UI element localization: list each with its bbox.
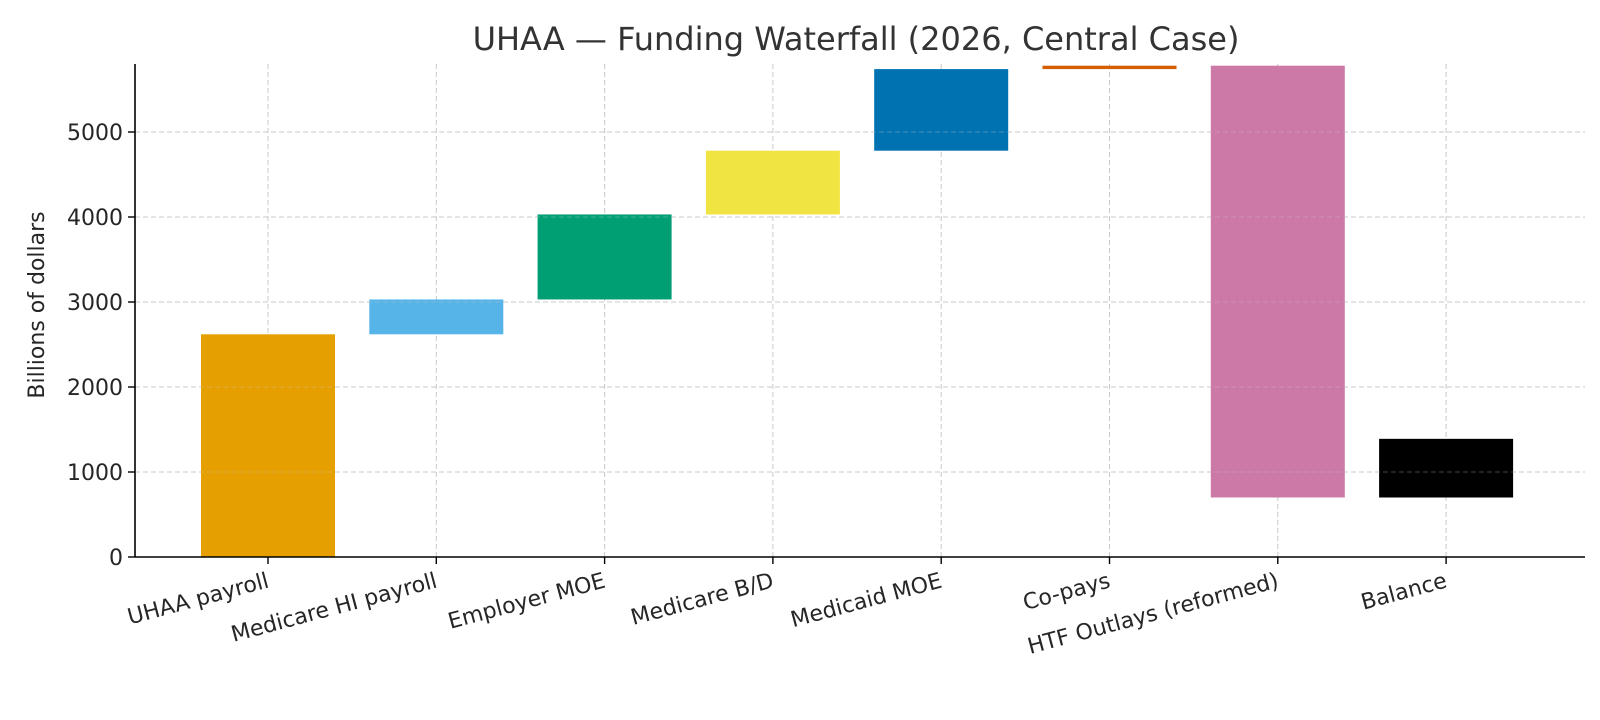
x-category-label: Co-pays xyxy=(1021,569,1114,616)
bar-htf-outlays-reformed xyxy=(1210,65,1345,498)
y-tick-label: 4000 xyxy=(67,206,123,231)
y-axis-title: Billions of dollars xyxy=(25,211,50,398)
bar-medicare-hi-payroll xyxy=(369,299,504,335)
bar-medicaid-moe xyxy=(874,69,1009,151)
chart-title: UHAA — Funding Waterfall (2026, Central … xyxy=(473,20,1240,58)
grid-layer xyxy=(135,64,1585,557)
bar-uhaa-payroll xyxy=(201,334,335,557)
y-tick-label: 0 xyxy=(109,546,123,571)
bar-balance xyxy=(1379,438,1514,498)
bar-employer-moe xyxy=(537,214,672,300)
y-tick-label: 1000 xyxy=(67,461,123,486)
bar-medicare-b-d xyxy=(705,150,840,215)
x-category-label: Medicare B/D xyxy=(628,569,776,631)
y-tick-label: 2000 xyxy=(67,376,123,401)
x-category-label: Employer MOE xyxy=(446,569,609,635)
bar-co-pays xyxy=(1042,65,1177,70)
x-category-label: Medicaid MOE xyxy=(788,569,945,633)
axes-layer xyxy=(128,64,1585,564)
bars-layer xyxy=(135,65,1585,557)
x-category-label: Balance xyxy=(1358,569,1449,616)
y-tick-label: 5000 xyxy=(67,121,123,146)
y-tick-label: 3000 xyxy=(67,291,123,316)
